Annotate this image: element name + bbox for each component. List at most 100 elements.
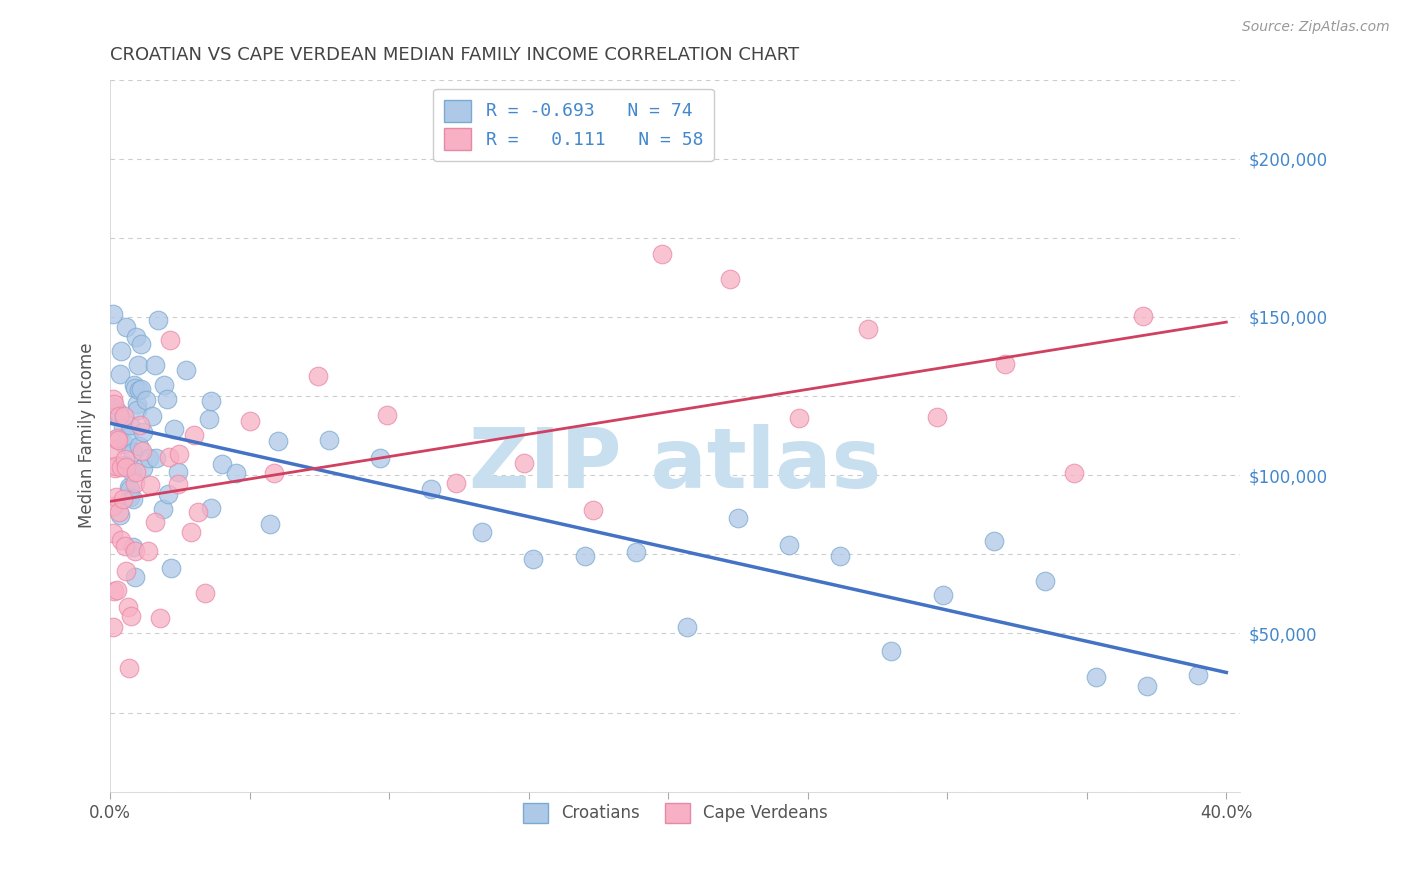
Point [110, 460, 132, 475]
Point [582, 502, 605, 516]
Point [159, 334, 181, 348]
Text: ZIP atlas: ZIP atlas [470, 424, 882, 505]
Point [778, 538, 800, 552]
Point [194, 586, 217, 600]
Point [183, 427, 205, 442]
Point [211, 457, 233, 471]
Point [1187, 668, 1209, 682]
Point [108, 508, 131, 523]
Point [120, 482, 142, 496]
Point [114, 565, 136, 579]
Point [103, 583, 125, 598]
Point [108, 368, 131, 382]
Point [141, 409, 163, 424]
Point [112, 458, 135, 472]
Point [420, 482, 443, 496]
Point [115, 459, 138, 474]
Point [138, 451, 160, 466]
Point [1063, 466, 1085, 480]
Point [128, 384, 150, 398]
Point [110, 533, 132, 547]
Point [146, 313, 169, 327]
Point [157, 487, 180, 501]
Point [1085, 670, 1108, 684]
Point [131, 425, 153, 440]
Point [156, 392, 179, 406]
Point [259, 516, 281, 531]
Point [787, 410, 810, 425]
Point [101, 392, 124, 406]
Point [983, 534, 1005, 549]
Point [856, 322, 879, 336]
Point [101, 620, 124, 634]
Point [152, 502, 174, 516]
Point [624, 545, 647, 559]
Point [444, 475, 467, 490]
Point [115, 319, 138, 334]
Point [198, 412, 221, 426]
Point [104, 490, 127, 504]
Point [132, 460, 155, 475]
Point [114, 451, 136, 466]
Point [105, 583, 128, 598]
Point [129, 383, 152, 397]
Point [125, 330, 148, 344]
Point [676, 620, 699, 634]
Point [830, 549, 852, 563]
Point [105, 432, 128, 446]
Point [110, 343, 132, 358]
Point [727, 510, 749, 524]
Point [101, 442, 124, 457]
Point [122, 491, 145, 506]
Point [117, 600, 139, 615]
Point [143, 515, 166, 529]
Point [111, 491, 134, 506]
Point [129, 417, 152, 432]
Point [124, 475, 146, 490]
Point [187, 505, 209, 519]
Point [471, 525, 494, 540]
Point [160, 561, 183, 575]
Point [121, 465, 143, 479]
Point [239, 414, 262, 428]
Point [104, 460, 127, 475]
Point [112, 409, 135, 423]
Point [1033, 574, 1056, 588]
Point [167, 447, 190, 461]
Point [200, 394, 222, 409]
Point [122, 540, 145, 554]
Point [124, 381, 146, 395]
Point [125, 465, 148, 479]
Point [128, 439, 150, 453]
Point [118, 661, 141, 675]
Text: CROATIAN VS CAPE VERDEAN MEDIAN FAMILY INCOME CORRELATION CHART: CROATIAN VS CAPE VERDEAN MEDIAN FAMILY I… [110, 46, 799, 64]
Point [513, 456, 536, 470]
Point [125, 397, 148, 411]
Point [162, 422, 184, 436]
Point [1136, 679, 1159, 693]
Point [112, 420, 135, 434]
Point [318, 434, 340, 448]
Point [103, 397, 125, 411]
Point [925, 409, 948, 424]
Point [103, 402, 125, 417]
Point [121, 445, 143, 459]
Point [117, 430, 139, 444]
Point [103, 408, 125, 422]
Point [124, 378, 146, 392]
Point [225, 466, 247, 480]
Point [136, 544, 159, 558]
Point [574, 549, 596, 563]
Point [124, 544, 146, 558]
Point [149, 611, 172, 625]
Point [118, 490, 141, 504]
Point [522, 551, 544, 566]
Point [127, 359, 149, 373]
Point [157, 450, 180, 464]
Point [143, 358, 166, 372]
Point [145, 450, 167, 465]
Point [114, 539, 136, 553]
Point [1132, 310, 1154, 324]
Point [124, 570, 146, 584]
Point [101, 525, 124, 540]
